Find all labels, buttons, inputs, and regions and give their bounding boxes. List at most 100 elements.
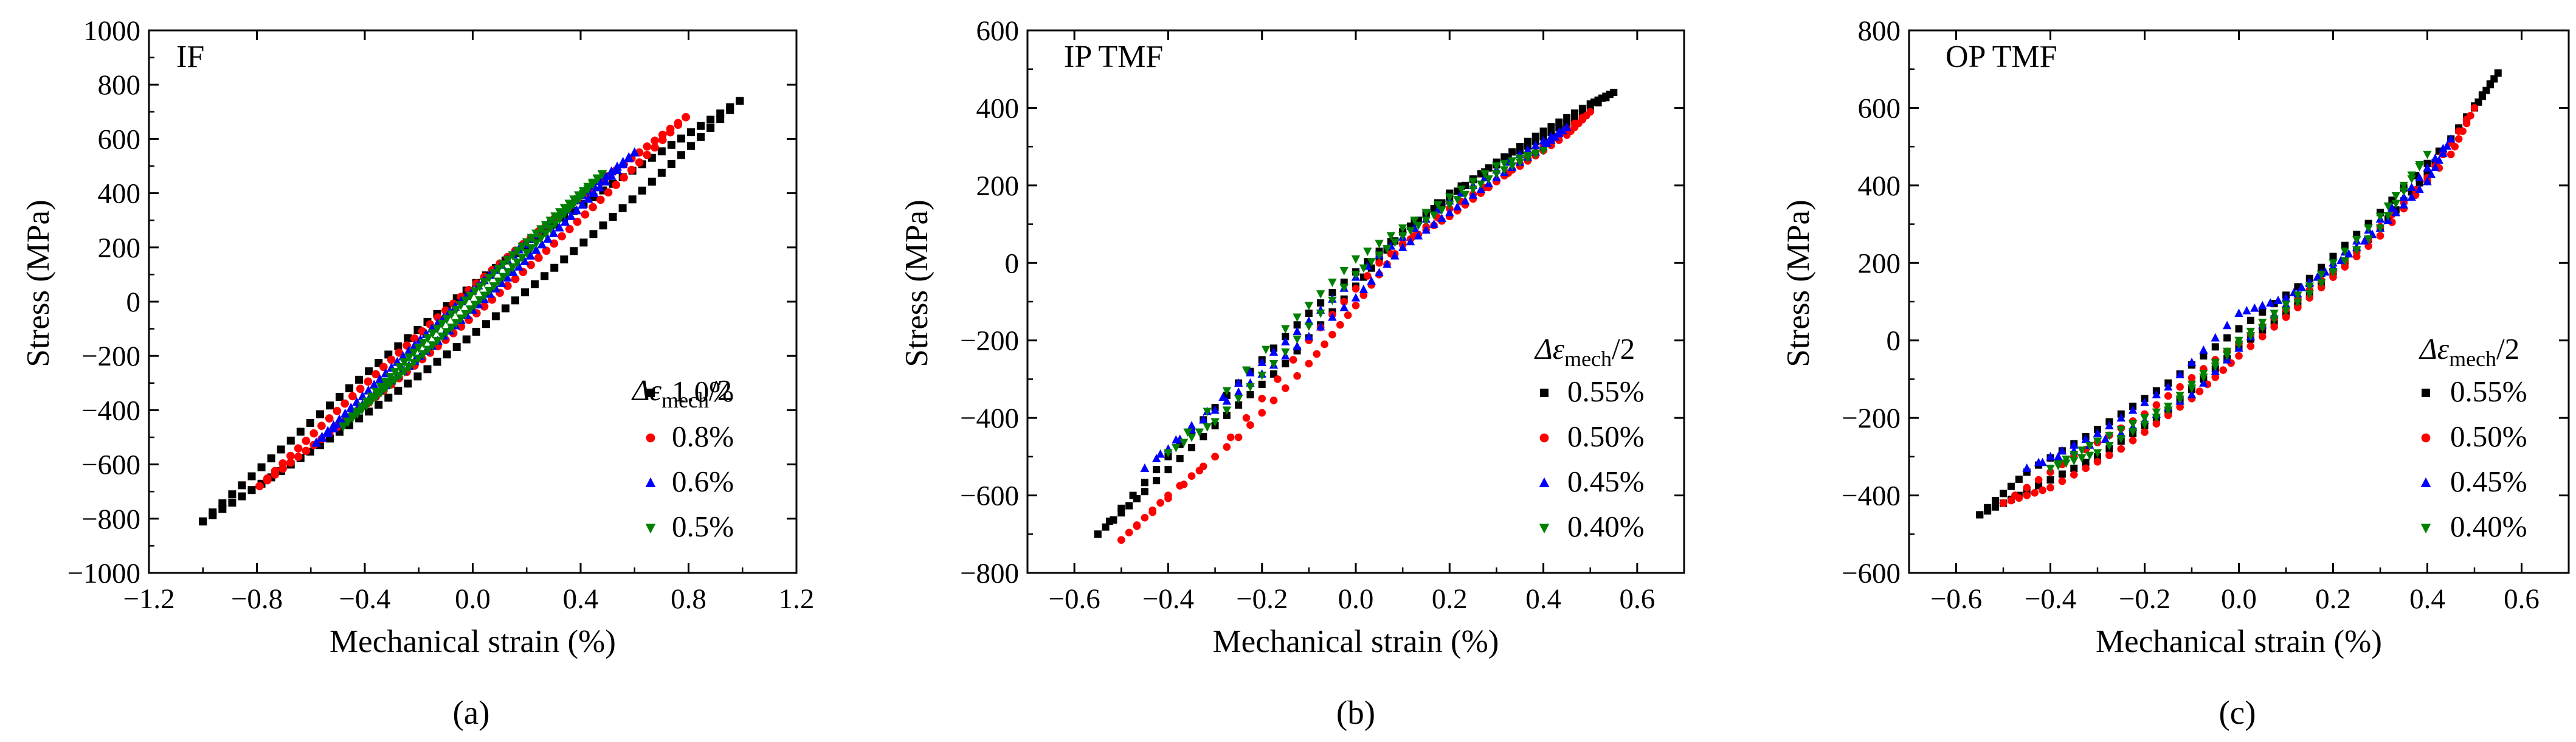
- data-point: [1484, 175, 1493, 184]
- data-point: [1281, 325, 1290, 334]
- data-point: [1992, 497, 2000, 505]
- data-point: [423, 334, 433, 344]
- data-point: [1429, 219, 1438, 228]
- data-point: [2007, 482, 2015, 490]
- data-point: [1203, 423, 1212, 432]
- data-point: [1445, 207, 1454, 217]
- data-point: [503, 282, 512, 290]
- data-point: [2352, 246, 2361, 255]
- data-point: [423, 345, 433, 355]
- data-point: [1410, 217, 1419, 225]
- data-point: [1141, 479, 1148, 487]
- data-point: [674, 119, 683, 128]
- data-point: [376, 383, 386, 392]
- data-point: [375, 373, 385, 383]
- data-point: [1125, 529, 1133, 536]
- panel-caption: (b): [1336, 694, 1375, 731]
- data-point: [1141, 513, 1149, 522]
- data-point: [687, 142, 696, 150]
- data-point: [1476, 180, 1485, 189]
- data-point: [2070, 451, 2079, 460]
- data-point: [1258, 394, 1266, 403]
- data-point: [2282, 313, 2290, 321]
- x-axis-label: Mechanical strain (%): [1213, 624, 1499, 659]
- data-point: [442, 315, 452, 325]
- series-0.5%: [338, 170, 607, 432]
- data-point: [399, 358, 409, 368]
- legend-marker: [646, 433, 655, 443]
- data-point: [286, 451, 295, 460]
- data-point: [2447, 150, 2455, 159]
- data-point: [1195, 466, 1204, 474]
- data-point: [470, 300, 480, 310]
- data-point: [2258, 324, 2267, 333]
- data-point: [667, 140, 675, 149]
- data-point: [433, 358, 441, 366]
- data-point: [1234, 395, 1243, 404]
- data-point: [624, 152, 634, 161]
- data-point: [199, 517, 207, 525]
- data-point: [1304, 331, 1314, 341]
- data-point: [677, 151, 685, 159]
- data-point: [475, 296, 485, 306]
- data-point: [1328, 279, 1337, 287]
- data-point: [666, 125, 675, 133]
- legend-title-tail: /2: [2496, 332, 2519, 366]
- data-point: [2070, 471, 2078, 479]
- data-point: [508, 251, 518, 261]
- data-point: [2246, 342, 2255, 350]
- data-point: [395, 348, 404, 357]
- data-point: [2423, 150, 2432, 159]
- data-point: [2152, 390, 2161, 398]
- legend-entry-label: 0.45%: [1567, 465, 1645, 498]
- data-point: [589, 230, 598, 238]
- y-tick-label: 400: [976, 92, 1020, 124]
- data-point: [2383, 212, 2393, 221]
- data-point: [399, 367, 409, 377]
- data-point: [218, 499, 227, 508]
- data-point: [522, 238, 532, 248]
- x-tick-label: −0.6: [1930, 583, 1982, 615]
- data-point: [255, 482, 264, 491]
- data-point: [228, 498, 237, 507]
- data-point: [385, 373, 395, 383]
- data-point: [465, 305, 475, 315]
- data-point: [687, 128, 696, 136]
- data-point: [257, 463, 266, 471]
- data-point: [1383, 259, 1392, 268]
- data-point: [2399, 181, 2408, 190]
- data-point: [1523, 145, 1533, 154]
- data-point: [2399, 192, 2408, 201]
- data-point: [1437, 213, 1446, 223]
- data-point: [1203, 407, 1212, 417]
- legend-title-base: Δε: [1534, 332, 1565, 366]
- series-0.45%: [2022, 134, 2456, 472]
- data-point: [484, 286, 494, 296]
- data-point: [1500, 159, 1509, 168]
- x-tick-label: 0.6: [2504, 583, 2540, 615]
- data-point: [566, 210, 576, 220]
- data-point: [1594, 99, 1602, 106]
- data-point: [651, 143, 659, 152]
- data-point: [247, 472, 256, 480]
- data-point: [423, 365, 432, 373]
- legend-entry-label: 0.6%: [672, 465, 734, 498]
- y-tick-label: −400: [81, 395, 140, 426]
- data-point: [1339, 283, 1348, 293]
- data-point: [418, 350, 428, 359]
- data-point: [369, 380, 379, 389]
- data-point: [1188, 443, 1195, 451]
- legend-entry-label: 0.55%: [1567, 375, 1645, 408]
- data-point: [1261, 345, 1271, 355]
- data-point: [531, 229, 541, 239]
- data-point: [1363, 272, 1372, 280]
- y-tick-label: 0: [1005, 248, 1020, 279]
- data-point: [2140, 397, 2149, 406]
- data-point: [1258, 380, 1266, 388]
- data-point: [1153, 466, 1161, 474]
- data-point: [1094, 530, 1102, 538]
- data-point: [2046, 464, 2055, 473]
- x-axis-label: Mechanical strain (%): [2096, 624, 2382, 659]
- y-tick-label: 800: [1858, 15, 1901, 47]
- y-tick-label: −600: [960, 480, 1019, 512]
